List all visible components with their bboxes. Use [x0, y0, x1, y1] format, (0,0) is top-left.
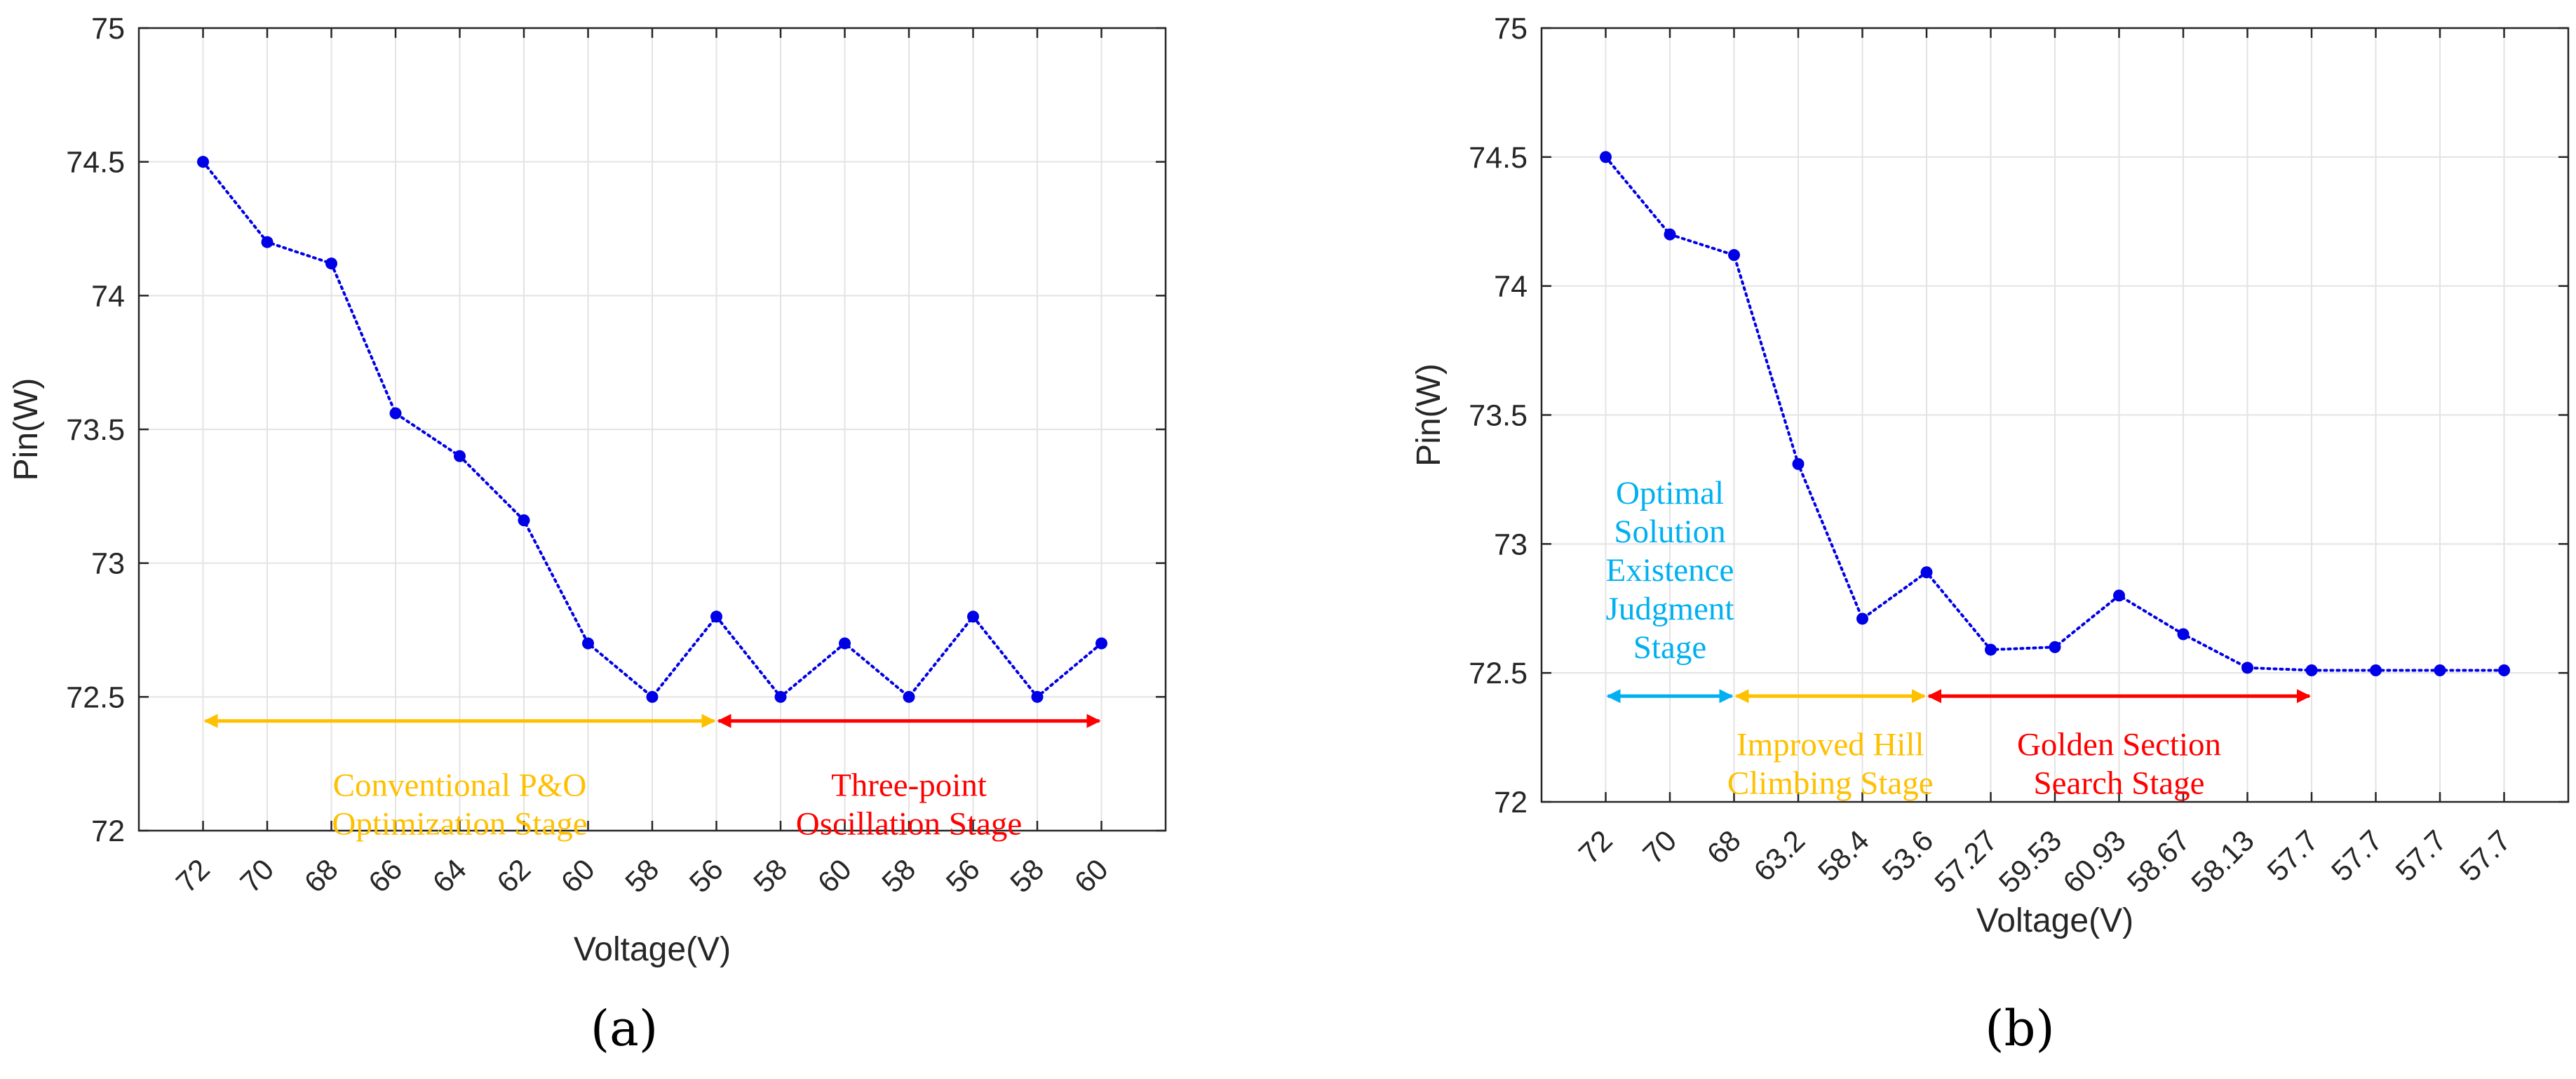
x-tick-label: 57.7	[2453, 824, 2517, 887]
data-point	[1664, 228, 1676, 241]
data-point	[1600, 151, 1612, 163]
data-point	[1728, 249, 1740, 262]
x-tick-label: 58	[875, 852, 922, 899]
x-tick-label: 57.7	[2325, 824, 2389, 887]
stage-annotation-line: Search Stage	[2033, 765, 2204, 801]
stage-annotation-line: Improved Hill	[1737, 726, 1924, 763]
plot-area-frame	[1540, 27, 2570, 803]
data-point	[710, 610, 722, 623]
data-point	[1985, 643, 1997, 656]
data-point	[261, 236, 274, 248]
x-tick-label: 68	[298, 852, 344, 899]
y-axis-label: Pin(W)	[1410, 363, 1448, 467]
y-tick-label: 73	[1494, 528, 1528, 561]
data-point	[903, 690, 915, 703]
data-point	[967, 610, 979, 623]
data-point	[774, 690, 787, 703]
x-tick-label: 58.13	[2185, 824, 2260, 899]
y-axis-label: Pin(W)	[8, 378, 45, 481]
y-tick-label: 75	[91, 12, 125, 46]
x-tick-label: 57.7	[2389, 824, 2453, 887]
x-tick-label: 56	[940, 852, 986, 899]
series-line-pin	[201, 160, 1103, 699]
data-point	[2498, 664, 2510, 676]
x-axis-label: Voltage(V)	[1976, 902, 2133, 939]
y-tick-label: 74.5	[1469, 141, 1528, 175]
x-tick-label: 68	[1701, 824, 1747, 870]
stage-annotation-line: Oscillation Stage	[796, 805, 1022, 842]
stage-annotation-line: Judgment	[1606, 591, 1734, 627]
panel-caption: (b)	[1985, 1000, 2054, 1057]
x-tick-label: 63.2	[1747, 824, 1811, 887]
x-tick-label: 62	[490, 852, 537, 899]
x-tick-label: 60	[811, 852, 858, 899]
data-point	[839, 637, 851, 650]
x-tick-label: 58	[747, 852, 793, 899]
stage-annotation-line: Stage	[1633, 629, 1706, 666]
stage-annotation-line: Conventional P&O	[333, 767, 587, 803]
x-tick-label: 70	[1636, 824, 1683, 870]
y-tick-label: 74	[91, 279, 125, 313]
stage-annotation-line: Three-point	[831, 767, 987, 803]
x-tick-label: 58	[1004, 852, 1050, 899]
data-point	[2049, 641, 2061, 653]
plot-area-frame	[137, 27, 1167, 832]
y-tick-label: 73	[91, 547, 125, 581]
y-tick-label: 74	[1494, 270, 1528, 304]
x-tick-label: 57.27	[1928, 824, 2004, 899]
x-tick-label: 58.4	[1812, 824, 1875, 887]
data-point	[2434, 664, 2446, 676]
data-point	[518, 514, 530, 527]
data-point	[325, 257, 337, 270]
data-point	[2370, 664, 2382, 676]
y-tick-label: 74.5	[66, 146, 125, 180]
data-point	[2241, 662, 2253, 674]
y-tick-label: 72	[91, 815, 125, 848]
data-point	[582, 637, 594, 650]
y-tick-label: 73.5	[66, 413, 125, 447]
x-tick-label: 60.93	[2056, 824, 2132, 899]
data-point	[454, 450, 466, 462]
data-point	[1856, 612, 1868, 625]
y-tick-label: 75	[1494, 12, 1528, 46]
x-tick-label: 57.7	[2260, 824, 2324, 887]
x-tick-label: 72	[170, 852, 216, 899]
data-point	[1920, 566, 1933, 579]
panel-caption: (a)	[591, 1000, 658, 1057]
x-tick-label: 56	[683, 852, 729, 899]
data-point	[2177, 628, 2190, 641]
stage-annotation-line: Golden Section	[2017, 726, 2221, 763]
x-tick-label: 60	[1068, 852, 1114, 899]
data-point	[1095, 637, 1107, 650]
x-tick-label: 72	[1572, 824, 1619, 870]
x-tick-label: 64	[426, 852, 473, 899]
data-point	[2305, 664, 2318, 676]
data-point	[1031, 690, 1044, 703]
data-point	[1792, 457, 1805, 470]
data-point	[389, 407, 402, 420]
stage-annotation-line: Existence	[1606, 552, 1734, 589]
data-point	[197, 156, 209, 168]
y-tick-label: 72	[1494, 786, 1528, 819]
x-tick-label: 66	[362, 852, 408, 899]
chart-panel-a: 72 72.5 73 73.5 74 74.5 75 72 70 68 66 64 62 60 58 56 58…	[8, 12, 1167, 1057]
x-axis-label: Voltage(V)	[574, 931, 731, 968]
y-tick-label: 73.5	[1469, 399, 1528, 433]
data-point	[2113, 589, 2125, 602]
stage-annotation-line: Solution	[1614, 514, 1725, 550]
data-point	[646, 690, 659, 703]
x-tick-label: 60	[555, 852, 601, 899]
x-tick-label: 70	[234, 852, 280, 899]
stage-annotation-line: Climbing Stage	[1727, 765, 1934, 801]
stage-annotation-line: Optimal	[1616, 475, 1724, 511]
stage-annotation-line: Optimization Stage	[332, 805, 587, 842]
x-tick-label: 58	[619, 852, 665, 899]
y-tick-label: 72.5	[66, 681, 125, 714]
x-tick-label: 59.53	[1992, 824, 2068, 899]
x-tick-label: 58.67	[2121, 824, 2197, 899]
y-tick-label: 72.5	[1469, 657, 1528, 690]
